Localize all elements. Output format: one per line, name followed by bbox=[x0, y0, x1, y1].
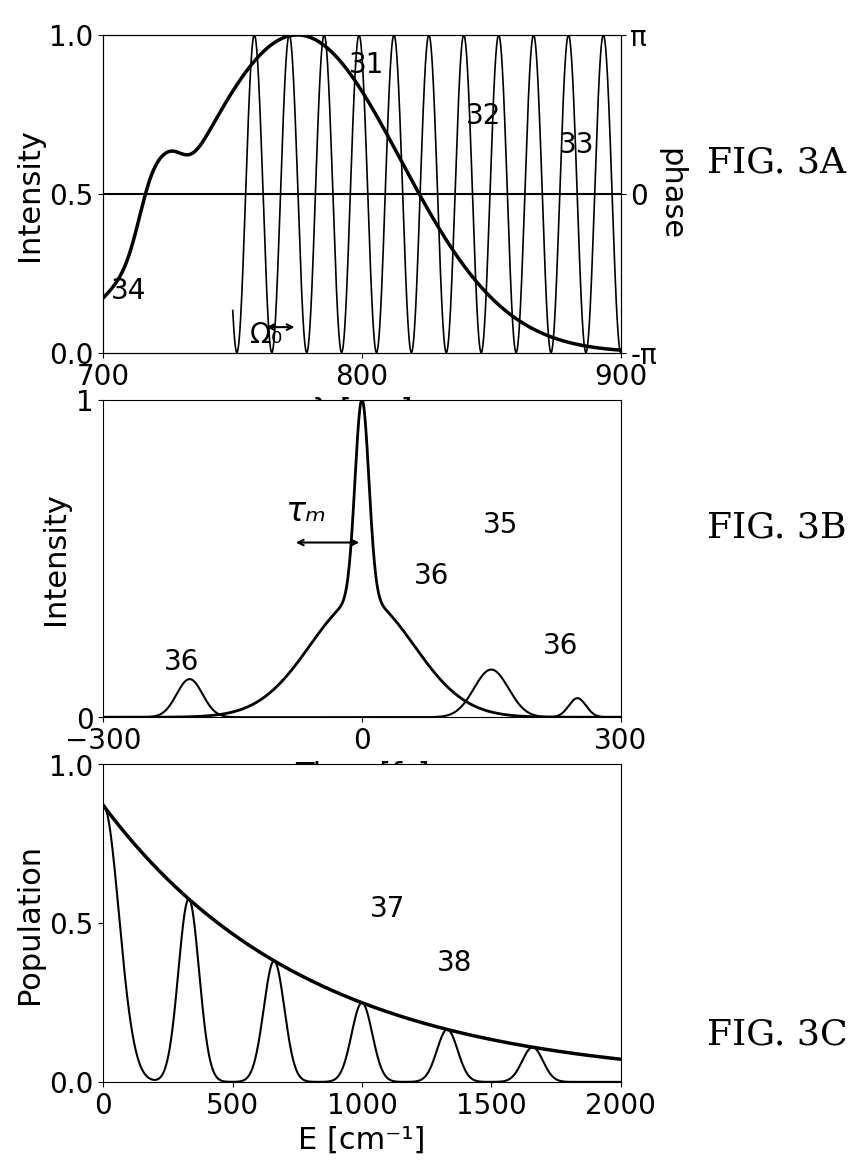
Text: FIG. 3C: FIG. 3C bbox=[706, 1017, 846, 1051]
Text: Ω₀: Ω₀ bbox=[250, 321, 282, 349]
Text: 36: 36 bbox=[413, 562, 449, 590]
Text: 34: 34 bbox=[111, 276, 146, 305]
Text: 38: 38 bbox=[437, 949, 472, 977]
Text: FIG. 3B: FIG. 3B bbox=[706, 510, 846, 543]
Text: 36: 36 bbox=[164, 648, 199, 676]
Text: 32: 32 bbox=[465, 102, 500, 131]
X-axis label: E [cm⁻¹]: E [cm⁻¹] bbox=[298, 1125, 425, 1154]
Text: 31: 31 bbox=[349, 52, 384, 80]
X-axis label: λ [nm]: λ [nm] bbox=[312, 396, 412, 425]
Y-axis label: Intensity: Intensity bbox=[15, 128, 44, 260]
Text: 36: 36 bbox=[542, 632, 578, 660]
Text: FIG. 3A: FIG. 3A bbox=[706, 146, 845, 179]
Text: τₘ: τₘ bbox=[285, 494, 326, 528]
Y-axis label: Population: Population bbox=[15, 843, 44, 1003]
Text: 33: 33 bbox=[558, 131, 593, 159]
Text: 37: 37 bbox=[369, 895, 405, 923]
Y-axis label: Intensity: Intensity bbox=[41, 493, 71, 624]
Y-axis label: phase: phase bbox=[655, 148, 684, 240]
X-axis label: Time [fs]: Time [fs] bbox=[294, 761, 429, 789]
Text: 35: 35 bbox=[482, 512, 517, 540]
